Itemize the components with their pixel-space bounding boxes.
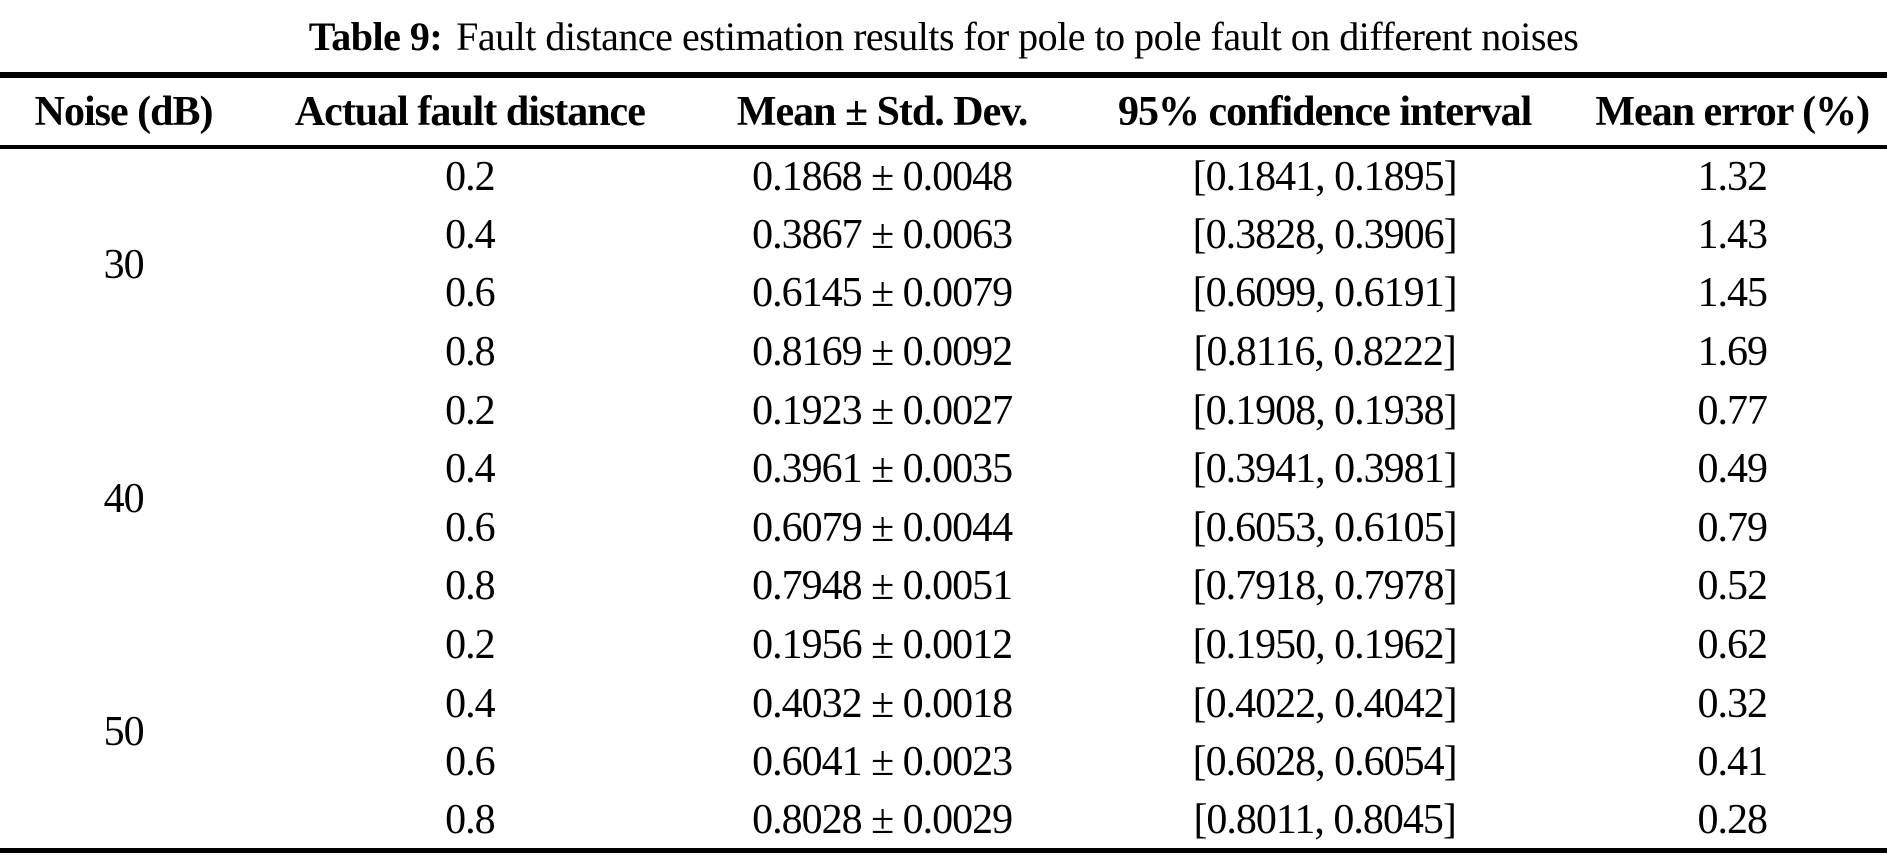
cell-mean-error: 0.77 bbox=[1697, 387, 1768, 434]
column-header-noise: Noise (dB) bbox=[0, 75, 248, 149]
cell-mean-std: 0.3961 ± 0.0035 bbox=[752, 446, 1013, 493]
cell-mean-std: 0.4032 ± 0.0018 bbox=[752, 680, 1013, 727]
cell-mean-error: 0.79 bbox=[1697, 504, 1768, 551]
cell-mean-error: 1.32 bbox=[1697, 154, 1768, 201]
cell-confidence-interval: [0.8011, 0.8045] bbox=[1193, 796, 1456, 843]
cell-mean-error: 0.49 bbox=[1697, 446, 1768, 493]
cell-mean-std: 0.6041 ± 0.0023 bbox=[752, 739, 1013, 786]
cell-confidence-interval: [0.3941, 0.3981] bbox=[1192, 446, 1458, 493]
cell-confidence-interval: [0.1841, 0.1895] bbox=[1192, 154, 1458, 201]
cell-confidence-interval: [0.4022, 0.4042] bbox=[1192, 680, 1458, 727]
cell-noise-group: 50 bbox=[103, 708, 145, 755]
cell-mean-std: 0.1868 ± 0.0048 bbox=[752, 154, 1013, 201]
cell-confidence-interval: [0.6099, 0.6191] bbox=[1192, 270, 1458, 317]
table-row: 0.8 0.8169 ± 0.0092 [0.8116, 0.8222] 1.6… bbox=[0, 323, 1887, 382]
table-row: 0.8 0.7948 ± 0.0051 [0.7918, 0.7978] 0.5… bbox=[0, 557, 1887, 616]
column-header-mean-error: Mean error (%) bbox=[1577, 75, 1887, 149]
table-caption-label: Table 9: bbox=[308, 13, 443, 59]
cell-distance: 0.2 bbox=[445, 154, 496, 201]
cell-distance: 0.8 bbox=[445, 563, 496, 610]
table-row: 30 0.2 0.1868 ± 0.0048 [0.1841, 0.1895] … bbox=[0, 147, 1887, 288]
cell-mean-error: 1.69 bbox=[1697, 329, 1768, 376]
table-row: 0.4 0.3867 ± 0.0063 [0.3828, 0.3906] 1.4… bbox=[0, 206, 1887, 265]
cell-distance: 0.6 bbox=[445, 270, 496, 317]
cell-confidence-interval: [0.6028, 0.6054] bbox=[1192, 739, 1458, 786]
cell-mean-std: 0.1923 ± 0.0027 bbox=[752, 387, 1013, 434]
cell-distance: 0.8 bbox=[445, 329, 496, 376]
cell-confidence-interval: [0.7918, 0.7978] bbox=[1192, 563, 1458, 610]
cell-distance: 0.6 bbox=[445, 504, 496, 551]
cell-distance: 0.4 bbox=[445, 211, 496, 258]
table-row: 0.4 0.4032 ± 0.0018 [0.4022, 0.4042] 0.3… bbox=[0, 674, 1887, 733]
table-row: 40 0.2 0.1923 ± 0.0027 [0.1908, 0.1938] … bbox=[0, 381, 1887, 522]
cell-mean-error: 1.45 bbox=[1697, 270, 1768, 317]
cell-noise-group: 40 bbox=[103, 475, 145, 522]
cell-mean-std: 0.6079 ± 0.0044 bbox=[752, 504, 1013, 551]
cell-mean-std: 0.6145 ± 0.0079 bbox=[752, 270, 1013, 317]
cell-distance: 0.6 bbox=[445, 739, 496, 786]
cell-mean-error: 0.52 bbox=[1697, 563, 1768, 610]
cell-noise-group: 30 bbox=[103, 242, 145, 289]
table-row: 0.4 0.3961 ± 0.0035 [0.3941, 0.3981] 0.4… bbox=[0, 440, 1887, 499]
table-row: 0.6 0.6079 ± 0.0044 [0.6053, 0.6105] 0.7… bbox=[0, 499, 1887, 558]
table-row: 0.6 0.6145 ± 0.0079 [0.6099, 0.6191] 1.4… bbox=[0, 264, 1887, 323]
cell-distance: 0.4 bbox=[445, 446, 496, 493]
cell-distance: 0.2 bbox=[445, 622, 496, 669]
cell-distance: 0.4 bbox=[445, 680, 496, 727]
cell-confidence-interval: [0.1950, 0.1962] bbox=[1192, 622, 1458, 669]
cell-confidence-interval: [0.3828, 0.3906] bbox=[1192, 211, 1458, 258]
table-caption: Table 9: Fault distance estimation resul… bbox=[0, 0, 1887, 72]
table-row: 50 0.2 0.1956 ± 0.0012 [0.1950, 0.1962] … bbox=[0, 616, 1887, 755]
header-row: Noise (dB) Actual fault distance Mean ± … bbox=[0, 75, 1887, 149]
cell-mean-std: 0.3867 ± 0.0063 bbox=[752, 211, 1013, 258]
cell-distance: 0.8 bbox=[445, 796, 496, 843]
cell-mean-std: 0.8028 ± 0.0029 bbox=[752, 796, 1013, 843]
cell-mean-error: 0.28 bbox=[1697, 796, 1768, 843]
cell-mean-error: 0.41 bbox=[1697, 739, 1768, 786]
results-table: Noise (dB) Actual fault distance Mean ± … bbox=[0, 72, 1887, 853]
table-row: 0.8 0.8028 ± 0.0029 [0.8011, 0.8045] 0.2… bbox=[0, 792, 1887, 851]
cell-confidence-interval: [0.1908, 0.1938] bbox=[1192, 387, 1458, 434]
cell-mean-std: 0.8169 ± 0.0092 bbox=[752, 329, 1013, 376]
cell-mean-error: 0.62 bbox=[1697, 622, 1768, 669]
column-header-actual-distance: Actual fault distance bbox=[247, 75, 693, 149]
cell-mean-std: 0.1956 ± 0.0012 bbox=[752, 622, 1013, 669]
table-row: 0.6 0.6041 ± 0.0023 [0.6028, 0.6054] 0.4… bbox=[0, 733, 1887, 792]
cell-mean-error: 1.43 bbox=[1697, 211, 1768, 258]
cell-confidence-interval: [0.8116, 0.8222] bbox=[1193, 329, 1456, 376]
cell-mean-error: 0.32 bbox=[1697, 680, 1768, 727]
column-header-confidence-interval: 95% confidence interval bbox=[1071, 75, 1578, 149]
table-caption-text: Fault distance estimation results for po… bbox=[456, 13, 1579, 59]
cell-distance: 0.2 bbox=[445, 387, 496, 434]
column-header-mean-std: Mean ± Std. Dev. bbox=[692, 75, 1072, 149]
cell-confidence-interval: [0.6053, 0.6105] bbox=[1192, 504, 1458, 551]
cell-mean-std: 0.7948 ± 0.0051 bbox=[752, 563, 1013, 610]
